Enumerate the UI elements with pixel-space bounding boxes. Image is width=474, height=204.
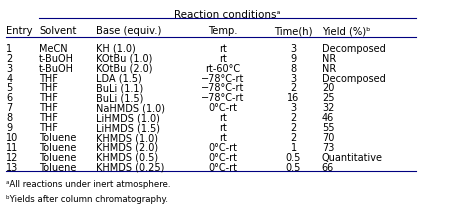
Text: Time(h): Time(h) — [274, 26, 313, 36]
Text: 5: 5 — [6, 83, 12, 93]
Text: 46: 46 — [322, 113, 334, 123]
Text: THF: THF — [39, 74, 58, 84]
Text: Yield (%)ᵇ: Yield (%)ᵇ — [322, 26, 370, 36]
Text: 3: 3 — [291, 44, 297, 54]
Text: 3: 3 — [291, 74, 297, 84]
Text: 12: 12 — [6, 153, 18, 163]
Text: Decomposed: Decomposed — [322, 44, 385, 54]
Text: KHMDS (2.0): KHMDS (2.0) — [96, 143, 158, 153]
Text: 2: 2 — [291, 83, 297, 93]
Text: 16: 16 — [287, 93, 300, 103]
Text: 2: 2 — [6, 54, 12, 64]
Text: rt: rt — [219, 123, 227, 133]
Text: Toluene: Toluene — [39, 143, 76, 153]
Text: THF: THF — [39, 113, 58, 123]
Text: 8: 8 — [6, 113, 12, 123]
Text: NaHMDS (1.0): NaHMDS (1.0) — [96, 103, 164, 113]
Text: 10: 10 — [6, 133, 18, 143]
Text: 6: 6 — [6, 93, 12, 103]
Text: rt: rt — [219, 54, 227, 64]
Text: 2: 2 — [291, 113, 297, 123]
Text: 73: 73 — [322, 143, 334, 153]
Text: 55: 55 — [322, 123, 334, 133]
Text: KH (1.0): KH (1.0) — [96, 44, 136, 54]
Text: LiHMDS (1.5): LiHMDS (1.5) — [96, 123, 160, 133]
Text: 3: 3 — [6, 64, 12, 74]
Text: Base (equiv.): Base (equiv.) — [96, 26, 161, 36]
Text: KHMDS (0.25): KHMDS (0.25) — [96, 163, 164, 173]
Text: rt: rt — [219, 113, 227, 123]
Text: 32: 32 — [322, 103, 334, 113]
Text: 11: 11 — [6, 143, 18, 153]
Text: 0.5: 0.5 — [286, 153, 301, 163]
Text: 13: 13 — [6, 163, 18, 173]
Text: KOtBu (1.0): KOtBu (1.0) — [96, 54, 152, 64]
Text: 66: 66 — [322, 163, 334, 173]
Text: NR: NR — [322, 54, 336, 64]
Text: THF: THF — [39, 123, 58, 133]
Text: Toluene: Toluene — [39, 163, 76, 173]
Text: 1: 1 — [291, 143, 297, 153]
Text: −78°C-rt: −78°C-rt — [201, 93, 245, 103]
Text: 9: 9 — [291, 54, 297, 64]
Text: rt-60°C: rt-60°C — [205, 64, 240, 74]
Text: Reaction conditionsᵃ: Reaction conditionsᵃ — [174, 10, 281, 20]
Text: THF: THF — [39, 93, 58, 103]
Text: LDA (1.5): LDA (1.5) — [96, 74, 141, 84]
Text: KHMDS (1.0): KHMDS (1.0) — [96, 133, 158, 143]
Text: 0.5: 0.5 — [286, 163, 301, 173]
Text: 70: 70 — [322, 133, 334, 143]
Text: 0°C-rt: 0°C-rt — [209, 153, 237, 163]
Text: NR: NR — [322, 64, 336, 74]
Text: BuLi (1.1): BuLi (1.1) — [96, 83, 143, 93]
Text: THF: THF — [39, 83, 58, 93]
Text: 9: 9 — [6, 123, 12, 133]
Text: ᵇYields after column chromatography.: ᵇYields after column chromatography. — [6, 195, 168, 204]
Text: Toluene: Toluene — [39, 133, 76, 143]
Text: 0°C-rt: 0°C-rt — [209, 163, 237, 173]
Text: 4: 4 — [6, 74, 12, 84]
Text: t-BuOH: t-BuOH — [39, 64, 74, 74]
Text: ᵃAll reactions under inert atmosphere.: ᵃAll reactions under inert atmosphere. — [6, 180, 171, 189]
Text: Temp.: Temp. — [208, 26, 237, 36]
Text: Solvent: Solvent — [39, 26, 76, 36]
Text: rt: rt — [219, 133, 227, 143]
Text: −78°C-rt: −78°C-rt — [201, 83, 245, 93]
Text: 2: 2 — [291, 123, 297, 133]
Text: BuLi (1.5): BuLi (1.5) — [96, 93, 143, 103]
Text: rt: rt — [219, 44, 227, 54]
Text: −78°C-rt: −78°C-rt — [201, 74, 245, 84]
Text: 2: 2 — [291, 133, 297, 143]
Text: 0°C-rt: 0°C-rt — [209, 103, 237, 113]
Text: MeCN: MeCN — [39, 44, 68, 54]
Text: 1: 1 — [6, 44, 12, 54]
Text: t-BuOH: t-BuOH — [39, 54, 74, 64]
Text: Entry: Entry — [6, 26, 33, 36]
Text: 20: 20 — [322, 83, 334, 93]
Text: 7: 7 — [6, 103, 12, 113]
Text: THF: THF — [39, 103, 58, 113]
Text: KOtBu (2.0): KOtBu (2.0) — [96, 64, 152, 74]
Text: 0°C-rt: 0°C-rt — [209, 143, 237, 153]
Text: 3: 3 — [291, 103, 297, 113]
Text: Quantitative: Quantitative — [322, 153, 383, 163]
Text: 25: 25 — [322, 93, 334, 103]
Text: Toluene: Toluene — [39, 153, 76, 163]
Text: KHMDS (0.5): KHMDS (0.5) — [96, 153, 158, 163]
Text: LiHMDS (1.0): LiHMDS (1.0) — [96, 113, 160, 123]
Text: 8: 8 — [291, 64, 297, 74]
Text: Decomposed: Decomposed — [322, 74, 385, 84]
